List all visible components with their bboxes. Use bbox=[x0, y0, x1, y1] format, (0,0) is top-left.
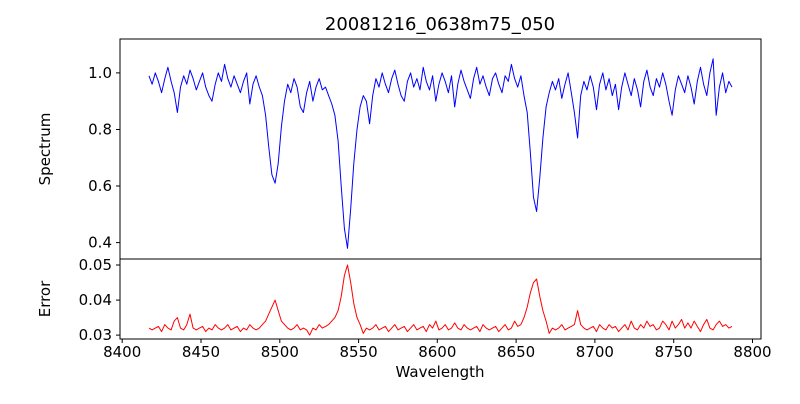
chart-title: 20081216_0638m75_050 bbox=[325, 14, 555, 35]
error-y-tick-label: 0.05 bbox=[79, 256, 112, 274]
spectrum-y-tick-label: 0.4 bbox=[88, 234, 112, 252]
x-tick-label: 8800 bbox=[733, 343, 771, 361]
x-axis-label: Wavelength bbox=[396, 363, 485, 381]
plot-area: 0.4 0.6 0.8 1.0 0.03 0.04 0.05 8400 8450 8500 8550… bbox=[79, 38, 772, 361]
spectrum-panel-frame bbox=[119, 38, 762, 260]
x-tick-label: 8450 bbox=[182, 343, 220, 361]
error-panel-frame bbox=[119, 258, 762, 340]
x-tick-label: 8400 bbox=[103, 343, 141, 361]
error-y-tick-label: 0.03 bbox=[79, 326, 112, 344]
spectrum-y-tick-label: 0.8 bbox=[88, 121, 112, 139]
x-tick-label: 8500 bbox=[261, 343, 299, 361]
x-tick-label: 8750 bbox=[655, 343, 693, 361]
spectrum-y-tick-label: 0.6 bbox=[88, 177, 112, 195]
spectrum-y-tick-label: 1.0 bbox=[88, 64, 112, 82]
error-line bbox=[148, 264, 733, 336]
x-tick-label: 8550 bbox=[340, 343, 378, 361]
error-y-tick-label: 0.04 bbox=[79, 291, 112, 309]
x-tick-label: 8700 bbox=[576, 343, 614, 361]
x-tick-label: 8600 bbox=[418, 343, 456, 361]
x-tick-label: 8650 bbox=[497, 343, 535, 361]
error-y-axis-label: Error bbox=[36, 280, 54, 317]
spectrum-line bbox=[148, 58, 733, 249]
spectrum-y-axis-label: Spectrum bbox=[36, 113, 54, 186]
